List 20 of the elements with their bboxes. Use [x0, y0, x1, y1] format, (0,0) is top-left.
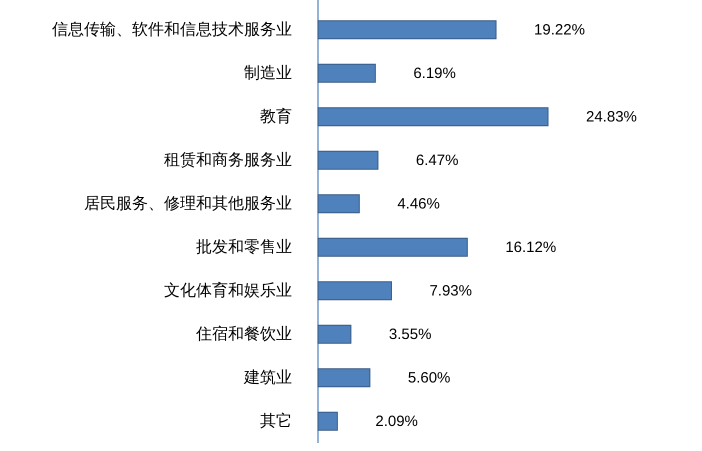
data-label: 6.47% [416, 152, 458, 169]
data-label: 6.19% [413, 64, 456, 82]
data-label: 19.22% [534, 21, 585, 38]
y-tick-label: 住宿和餐饮业 [195, 324, 292, 343]
y-tick-label: 信息传输、软件和信息技术服务业 [52, 20, 292, 38]
y-tick-label: 教育 [260, 107, 292, 126]
y-tick-label: 制造业 [244, 64, 292, 82]
data-label: 24.83% [586, 108, 637, 126]
y-tick-label: 文化体育和娱乐业 [164, 281, 292, 300]
y-tick-label: 居民服务、修理和其他服务业 [84, 194, 292, 212]
data-label: 16.12% [505, 238, 556, 256]
data-label: 7.93% [429, 282, 472, 300]
data-label: 5.60% [408, 369, 450, 386]
data-label: 3.55% [388, 326, 432, 343]
y-tick-label: 其它 [260, 412, 292, 430]
y-tick-label: 批发和零售业 [196, 238, 292, 256]
data-label: 2.09% [375, 412, 418, 430]
data-label: 4.46% [397, 195, 440, 212]
y-tick-label: 租赁和商务服务业 [164, 150, 292, 169]
y-tick-label: 建筑业 [243, 368, 292, 386]
